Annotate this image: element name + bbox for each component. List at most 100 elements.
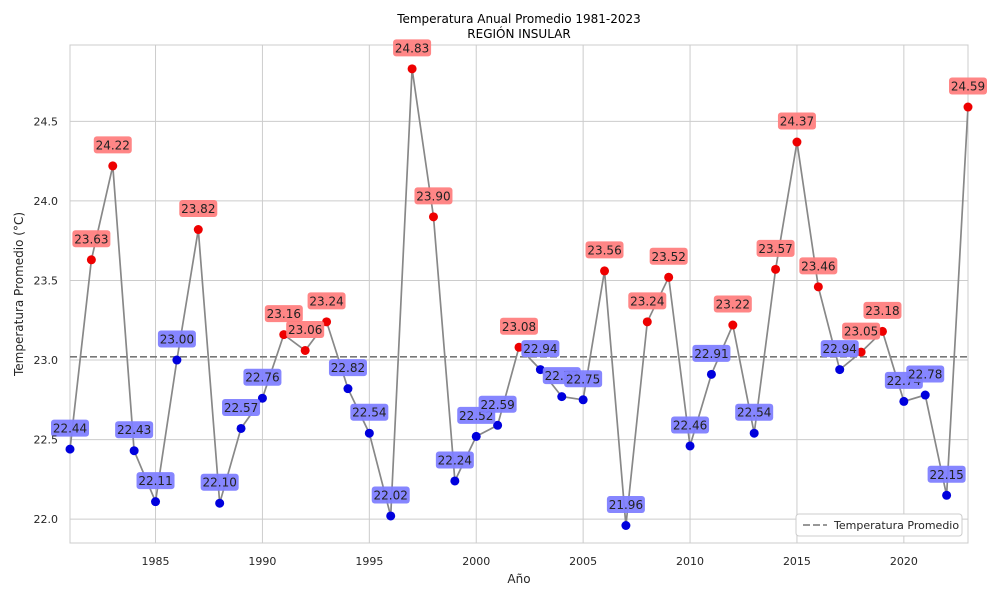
data-point xyxy=(899,396,909,406)
data-point xyxy=(706,369,716,379)
data-label: 22.78 xyxy=(908,368,942,382)
data-label-box xyxy=(820,340,859,358)
data-label: 24.37 xyxy=(780,115,814,129)
data-point xyxy=(428,212,438,222)
data-label: 22.75 xyxy=(566,372,600,386)
data-point xyxy=(65,444,75,454)
y-tick-label: 24.5 xyxy=(34,115,59,128)
data-label-box xyxy=(371,486,410,504)
data-label: 23.16 xyxy=(267,307,301,321)
plot-frame xyxy=(69,44,969,544)
data-label-box xyxy=(735,403,774,421)
data-label-box xyxy=(799,257,838,275)
data-point xyxy=(600,266,610,276)
data-label: 22.02 xyxy=(374,488,408,502)
data-label: 23.56 xyxy=(587,243,621,257)
data-point xyxy=(664,272,674,282)
data-label-box xyxy=(692,344,731,362)
data-point xyxy=(86,255,96,265)
data-point xyxy=(450,476,460,486)
data-label: 23.46 xyxy=(801,259,835,273)
y-axis-label: Temperatura Promedio (°C) xyxy=(12,212,26,377)
data-label: 23.52 xyxy=(651,250,685,264)
data-label-box xyxy=(72,230,111,248)
data-label: 24.22 xyxy=(96,138,130,152)
data-label: 23.63 xyxy=(74,232,108,246)
data-label-box xyxy=(264,305,303,323)
data-label: 22.82 xyxy=(331,361,365,375)
data-point xyxy=(514,342,524,352)
data-label-box xyxy=(500,317,538,335)
data-label-box xyxy=(350,403,389,421)
data-point xyxy=(172,355,182,365)
data-point xyxy=(685,441,695,451)
data-label: 23.57 xyxy=(758,242,792,256)
y-tick-labels: 22.0 22.5 23.0 23.5 24.0 24.5 xyxy=(34,115,59,526)
data-label-box xyxy=(585,241,624,259)
data-point xyxy=(792,137,802,147)
grid xyxy=(70,45,968,543)
data-label: 23.22 xyxy=(716,298,750,312)
data-labels: 22.44 23.63 24.22 22.43 22.11 23.00 23.82 22.10… xyxy=(51,39,987,513)
data-label-box xyxy=(564,370,603,388)
chart-title: Temperatura Anual Promedio 1981-2023 xyxy=(396,12,641,26)
data-point xyxy=(813,282,823,292)
data-label: 21.96 xyxy=(609,498,643,512)
data-label-box xyxy=(157,330,196,348)
data-label-box xyxy=(756,239,795,257)
data-point xyxy=(300,345,310,355)
data-label-box xyxy=(649,247,688,265)
data-point xyxy=(151,497,161,507)
data-point xyxy=(856,347,866,357)
data-point xyxy=(877,326,887,336)
data-point xyxy=(963,102,973,112)
data-label-box xyxy=(606,495,645,513)
data-point xyxy=(364,428,374,438)
data-label: 23.24 xyxy=(630,294,664,308)
y-tick-label: 24.0 xyxy=(34,195,59,208)
x-axis-label: Año xyxy=(507,572,530,586)
chart-subtitle: REGIÓN INSULAR xyxy=(467,26,570,41)
data-label: 23.24 xyxy=(309,294,343,308)
data-label: 22.76 xyxy=(245,371,279,385)
data-label: 22.15 xyxy=(929,468,963,482)
data-point xyxy=(642,317,652,327)
data-label-box xyxy=(628,292,667,310)
x-tick-label: 1985 xyxy=(142,555,170,568)
data-label-box xyxy=(949,77,987,95)
data-label-box xyxy=(906,365,945,383)
data-point xyxy=(257,393,267,403)
legend-label: Temperatura Promedio xyxy=(833,519,959,532)
data-label-box xyxy=(243,368,282,386)
data-label: 23.08 xyxy=(502,320,536,334)
data-label-box xyxy=(51,419,89,437)
data-label-box xyxy=(777,112,816,130)
x-tick-label: 2015 xyxy=(783,555,811,568)
data-point xyxy=(621,520,631,530)
data-label-box xyxy=(521,340,560,358)
data-point xyxy=(728,320,738,330)
data-label: 23.05 xyxy=(844,325,878,339)
data-point xyxy=(835,365,845,375)
data-label-box xyxy=(307,292,346,310)
x-tick-labels: 1985 1990 1995 2000 2005 2010 2015 2020 xyxy=(142,555,918,568)
data-label-box xyxy=(863,301,902,319)
x-tick-label: 2010 xyxy=(676,555,704,568)
y-tick-label: 22.5 xyxy=(34,434,59,447)
data-point xyxy=(236,423,246,433)
data-point xyxy=(471,431,481,441)
data-point xyxy=(557,392,567,402)
data-label-box xyxy=(328,359,367,377)
data-label-box xyxy=(115,421,154,439)
x-tick-label: 1990 xyxy=(248,555,276,568)
data-point xyxy=(920,390,930,400)
data-point xyxy=(749,428,759,438)
data-label-box xyxy=(200,473,239,491)
data-points xyxy=(65,64,973,530)
data-point xyxy=(193,225,203,235)
data-label: 23.06 xyxy=(288,323,322,337)
data-label: 22.24 xyxy=(438,453,472,467)
data-label-box xyxy=(136,472,175,490)
